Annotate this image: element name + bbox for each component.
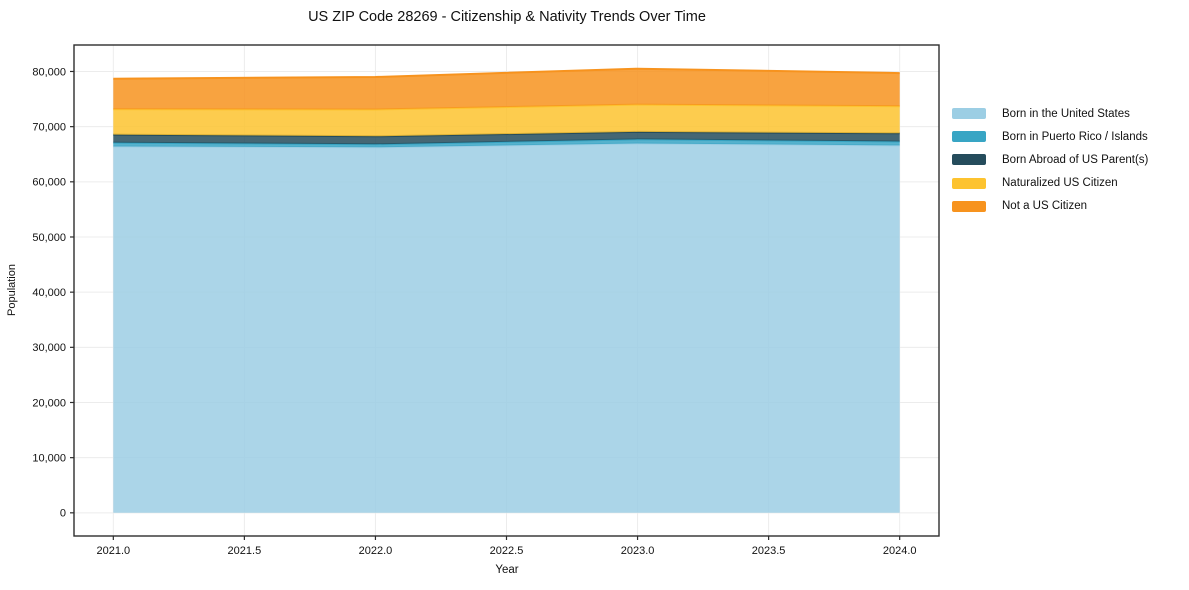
- area-series: [113, 104, 900, 137]
- x-tick-label: 2021.0: [96, 545, 130, 557]
- y-tick-label: 50,000: [32, 232, 66, 244]
- legend: Born in the United States Born in Puerto …: [952, 102, 1148, 218]
- y-tick-label: 10,000: [32, 452, 66, 464]
- legend-label: Born in Puerto Rico / Islands: [1002, 130, 1148, 143]
- x-tick-label: 2023.0: [621, 545, 655, 557]
- chart-title: US ZIP Code 28269 - Citizenship & Nativi…: [308, 9, 706, 25]
- area-series: [113, 68, 900, 110]
- legend-swatch: [952, 131, 986, 143]
- area-series: [113, 139, 900, 148]
- legend-swatch: [952, 200, 986, 212]
- y-tick-label: 70,000: [32, 121, 66, 133]
- legend-item: Born in the United States: [952, 102, 1148, 125]
- legend-label: Naturalized US Citizen: [1002, 177, 1118, 190]
- y-tick-label: 60,000: [32, 177, 66, 189]
- legend-label: Born in the United States: [1002, 107, 1130, 120]
- area-series: [113, 143, 900, 513]
- legend-item: Not a US Citizen: [952, 195, 1148, 218]
- legend-item: Born in Puerto Rico / Islands: [952, 125, 1148, 148]
- y-tick-label: 80,000: [32, 66, 66, 78]
- legend-item: Born Abroad of US Parent(s): [952, 148, 1148, 171]
- area-edge-line: [113, 130, 900, 138]
- x-tick-label: 2024.0: [883, 545, 917, 557]
- legend-swatch: [952, 177, 986, 189]
- area-series: [113, 131, 900, 145]
- legend-label: Born Abroad of US Parent(s): [1002, 153, 1149, 166]
- x-tick-label: 2023.5: [752, 545, 786, 557]
- y-tick-label: 0: [60, 508, 66, 520]
- legend-swatch: [952, 108, 986, 120]
- y-tick-label: 20,000: [32, 397, 66, 409]
- area-edge-line: [113, 67, 900, 80]
- x-tick-label: 2021.5: [228, 545, 262, 557]
- x-axis-label: Year: [495, 564, 519, 576]
- y-tick-label: 40,000: [32, 287, 66, 299]
- x-tick-label: 2022.0: [359, 545, 393, 557]
- x-tick-label: 2022.5: [490, 545, 524, 557]
- legend-swatch: [952, 154, 986, 166]
- y-tick-label: 30,000: [32, 342, 66, 354]
- legend-item: Naturalized US Citizen: [952, 172, 1148, 195]
- legend-label: Not a US Citizen: [1002, 200, 1088, 213]
